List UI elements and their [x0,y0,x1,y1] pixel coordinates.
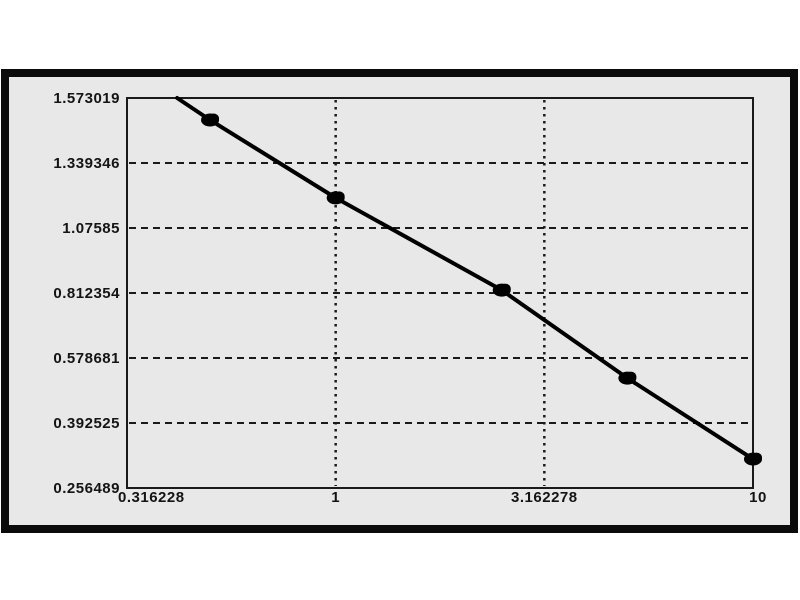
data-point-marker-blob [625,371,637,382]
y-tick-label: 1.07585 [62,220,120,237]
standard-curve-line [175,96,755,462]
data-point-marker-blob [499,283,511,294]
y-tick-label: 0.256489 [53,480,120,497]
y-tick-label: 0.578681 [53,350,120,367]
x-tick-label: 3.162278 [511,489,578,506]
x-tick-label: 1 [331,489,340,506]
x-tick-label: 10 [749,489,767,506]
chart-frame [1,69,798,533]
y-tick-label: 1.339346 [53,155,120,172]
y-tick-label: 0.392525 [53,415,120,432]
y-tick-label: 1.573019 [53,90,120,107]
plot-area-border [126,97,754,489]
data-point-marker-blob [751,452,762,463]
x-tick-label: 0.316228 [118,489,185,506]
data-point-marker-blob [333,191,345,202]
y-tick-label: 0.812354 [53,285,120,302]
data-point-marker-blob [208,113,220,124]
